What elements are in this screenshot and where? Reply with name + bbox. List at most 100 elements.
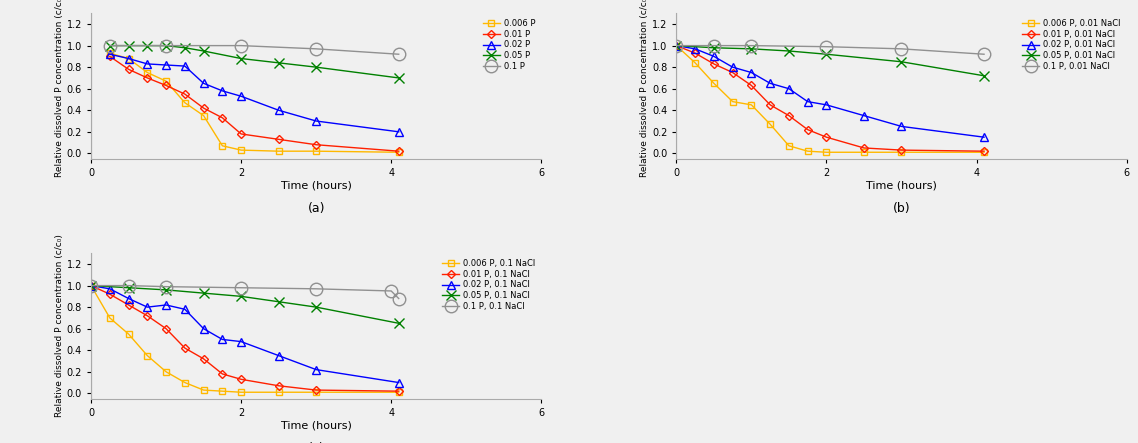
0.02 P	[234, 93, 248, 99]
0.01 P, 0.1 NaCl	[234, 377, 248, 382]
0.006 P, 0.1 NaCl	[178, 380, 191, 385]
0.01 P, 0.01 NaCl	[707, 61, 720, 66]
0.01 P, 0.01 NaCl	[669, 43, 683, 48]
0.02 P, 0.01 NaCl	[688, 46, 702, 51]
Text: (b): (b)	[892, 202, 910, 215]
0.02 P, 0.01 NaCl	[819, 102, 833, 108]
0.1 P, 0.01 NaCl	[744, 43, 758, 48]
0.02 P	[122, 56, 135, 61]
0.006 P, 0.1 NaCl	[272, 389, 286, 395]
0.01 P, 0.1 NaCl	[310, 388, 323, 393]
0.006 P, 0.1 NaCl	[197, 388, 211, 393]
0.1 P, 0.1 NaCl	[391, 296, 405, 301]
0.02 P, 0.01 NaCl	[801, 99, 815, 104]
0.05 P	[272, 60, 286, 66]
0.01 P	[310, 142, 323, 148]
Line: 0.02 P, 0.01 NaCl: 0.02 P, 0.01 NaCl	[673, 42, 988, 141]
0.05 P, 0.1 NaCl	[159, 287, 173, 292]
0.006 P, 0.01 NaCl	[819, 150, 833, 155]
0.006 P, 0.1 NaCl	[234, 389, 248, 395]
0.05 P, 0.1 NaCl	[272, 299, 286, 304]
0.01 P, 0.1 NaCl	[215, 371, 229, 377]
0.02 P, 0.1 NaCl	[272, 353, 286, 358]
0.01 P, 0.1 NaCl	[102, 291, 116, 297]
Line: 0.006 P: 0.006 P	[106, 50, 402, 156]
Y-axis label: Relative dissolved P concentration (c/c₀): Relative dissolved P concentration (c/c₀…	[55, 0, 64, 178]
0.006 P	[102, 51, 116, 56]
0.1 P, 0.1 NaCl	[310, 286, 323, 291]
0.05 P, 0.1 NaCl	[234, 294, 248, 299]
0.006 P	[234, 148, 248, 153]
0.01 P, 0.1 NaCl	[197, 356, 211, 361]
0.02 P	[391, 129, 405, 135]
0.006 P, 0.01 NaCl	[978, 150, 991, 155]
0.05 P, 0.1 NaCl	[84, 283, 98, 288]
Line: 0.1 P, 0.1 NaCl: 0.1 P, 0.1 NaCl	[85, 280, 405, 305]
0.05 P, 0.1 NaCl	[197, 291, 211, 296]
0.006 P, 0.1 NaCl	[140, 353, 154, 358]
0.01 P, 0.01 NaCl	[857, 145, 871, 151]
0.006 P	[310, 148, 323, 154]
0.1 P, 0.1 NaCl	[234, 285, 248, 291]
0.05 P, 0.1 NaCl	[122, 285, 135, 291]
0.02 P	[159, 62, 173, 68]
Line: 0.1 P, 0.01 NaCl: 0.1 P, 0.01 NaCl	[670, 39, 990, 61]
0.02 P, 0.01 NaCl	[857, 113, 871, 118]
Line: 0.05 P, 0.1 NaCl: 0.05 P, 0.1 NaCl	[86, 281, 404, 328]
Y-axis label: Relative dissolved P concentration (c/c₀): Relative dissolved P concentration (c/c₀…	[55, 234, 64, 417]
0.01 P, 0.01 NaCl	[782, 113, 795, 118]
0.02 P	[272, 108, 286, 113]
Line: 0.01 P: 0.01 P	[107, 54, 402, 154]
0.006 P, 0.01 NaCl	[782, 143, 795, 148]
0.01 P	[391, 148, 405, 154]
0.006 P, 0.01 NaCl	[744, 102, 758, 108]
0.01 P, 0.01 NaCl	[726, 70, 740, 75]
0.05 P	[122, 43, 135, 48]
0.01 P, 0.1 NaCl	[122, 302, 135, 307]
0.1 P, 0.01 NaCl	[819, 44, 833, 49]
0.01 P, 0.1 NaCl	[272, 383, 286, 389]
0.05 P	[310, 65, 323, 70]
0.1 P, 0.1 NaCl	[122, 283, 135, 288]
0.01 P	[102, 54, 116, 59]
Legend: 0.006 P, 0.1 NaCl, 0.01 P, 0.1 NaCl, 0.02 P, 0.1 NaCl, 0.05 P, 0.1 NaCl, 0.1 P, : 0.006 P, 0.1 NaCl, 0.01 P, 0.1 NaCl, 0.0…	[440, 257, 537, 312]
0.02 P, 0.1 NaCl	[234, 339, 248, 344]
0.1 P, 0.01 NaCl	[894, 46, 908, 51]
Line: 0.02 P: 0.02 P	[106, 50, 403, 136]
Line: 0.05 P: 0.05 P	[105, 41, 404, 83]
0.1 P	[391, 51, 405, 57]
0.02 P, 0.01 NaCl	[707, 54, 720, 59]
Line: 0.006 P, 0.1 NaCl: 0.006 P, 0.1 NaCl	[88, 282, 402, 396]
Line: 0.006 P, 0.01 NaCl: 0.006 P, 0.01 NaCl	[673, 42, 988, 156]
0.05 P, 0.01 NaCl	[819, 51, 833, 57]
0.006 P	[197, 113, 211, 118]
0.05 P, 0.01 NaCl	[894, 59, 908, 64]
0.006 P	[178, 100, 191, 105]
0.006 P, 0.1 NaCl	[310, 389, 323, 395]
0.05 P, 0.01 NaCl	[669, 43, 683, 48]
0.01 P, 0.1 NaCl	[84, 283, 98, 288]
0.02 P	[215, 88, 229, 93]
0.02 P, 0.01 NaCl	[669, 43, 683, 48]
0.006 P	[391, 150, 405, 155]
0.02 P, 0.1 NaCl	[140, 304, 154, 310]
0.02 P, 0.1 NaCl	[122, 296, 135, 301]
0.01 P	[122, 66, 135, 72]
0.006 P, 0.1 NaCl	[84, 283, 98, 288]
0.02 P, 0.1 NaCl	[102, 286, 116, 291]
Text: (a): (a)	[307, 202, 325, 215]
0.02 P, 0.01 NaCl	[894, 124, 908, 129]
0.02 P, 0.1 NaCl	[391, 380, 405, 385]
0.05 P	[197, 48, 211, 54]
0.02 P, 0.01 NaCl	[726, 65, 740, 70]
Line: 0.01 P, 0.01 NaCl: 0.01 P, 0.01 NaCl	[674, 43, 987, 154]
0.01 P, 0.01 NaCl	[801, 127, 815, 132]
0.01 P, 0.01 NaCl	[819, 135, 833, 140]
0.01 P, 0.01 NaCl	[978, 148, 991, 154]
0.1 P, 0.1 NaCl	[84, 283, 98, 288]
0.1 P, 0.1 NaCl	[159, 284, 173, 289]
0.01 P, 0.1 NaCl	[391, 389, 405, 394]
Legend: 0.006 P, 0.01 P, 0.02 P, 0.05 P, 0.1 P: 0.006 P, 0.01 P, 0.02 P, 0.05 P, 0.1 P	[481, 17, 537, 73]
0.01 P	[159, 83, 173, 88]
0.1 P, 0.1 NaCl	[385, 288, 398, 294]
